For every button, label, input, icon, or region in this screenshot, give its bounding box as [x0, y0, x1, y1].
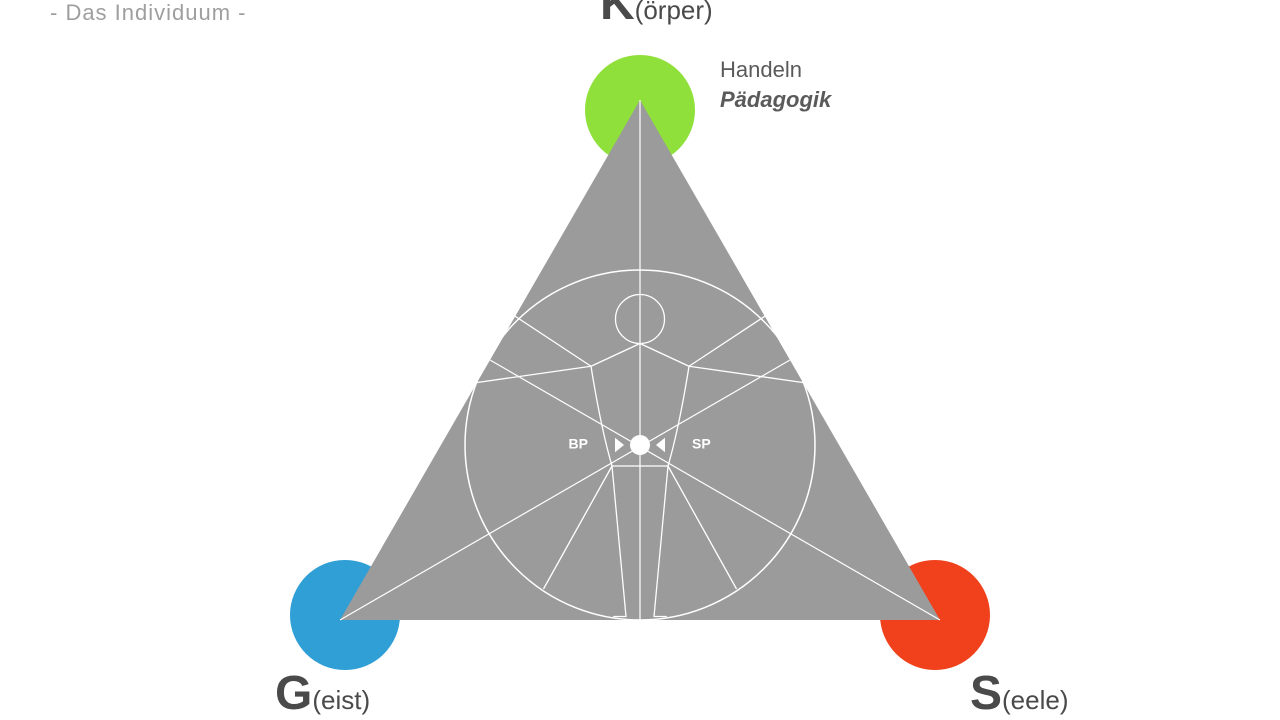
vertex-bl-paren: (eist) — [312, 685, 370, 715]
vertex-br-paren: (eele) — [1002, 685, 1068, 715]
annotation-top-line2: Pädagogik — [720, 85, 831, 115]
vertex-top-paren: (örper) — [635, 0, 713, 25]
label-bp: BP — [569, 436, 588, 452]
vertex-label-bottom-right: S(eele) — [970, 670, 1069, 718]
vertex-top-big: K — [600, 0, 635, 30]
vertex-br-big: S — [970, 667, 1002, 720]
annotation-top: Handeln Pädagogik — [720, 55, 831, 114]
vertex-bl-big: G — [275, 667, 312, 720]
label-sp: SP — [692, 436, 711, 452]
vertex-label-bottom-left: G(eist) — [275, 670, 370, 718]
triangle-diagram: BP SP — [0, 0, 1280, 720]
vertex-label-top: K(örper) — [600, 0, 713, 28]
center-dot — [630, 435, 650, 455]
annotation-top-line1: Handeln — [720, 55, 831, 85]
